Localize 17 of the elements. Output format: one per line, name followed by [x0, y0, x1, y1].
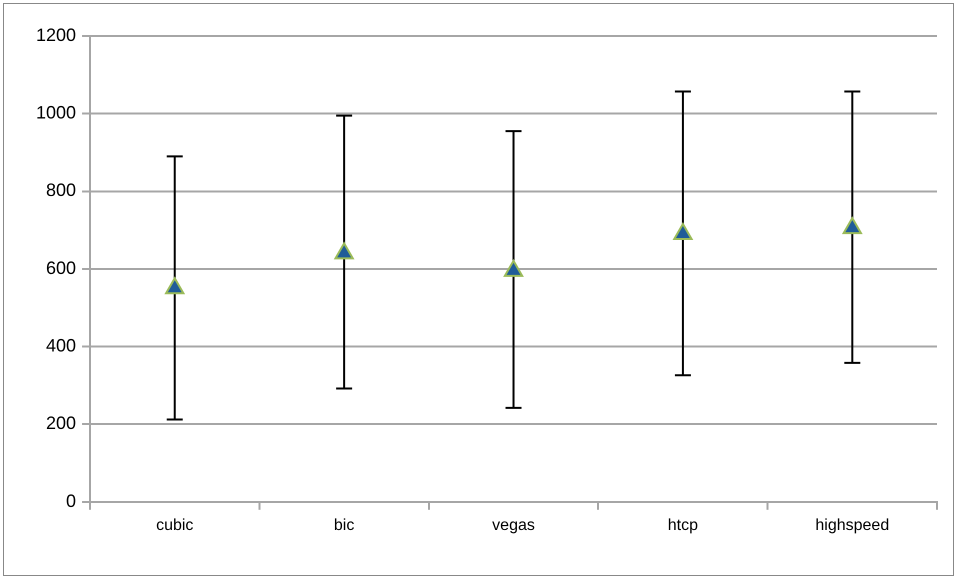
x-tick-label: htcp — [668, 516, 698, 534]
x-tick-label: highspeed — [815, 516, 890, 534]
y-tick-label: 200 — [46, 413, 76, 434]
y-tick-label: 1000 — [36, 102, 76, 123]
x-tick-label: cubic — [156, 516, 194, 534]
x-tick-label: vegas — [492, 516, 535, 534]
point — [165, 277, 184, 294]
y-tick-label: 800 — [46, 180, 76, 200]
y-tick-label: 0 — [66, 490, 76, 511]
y-tick-label: 600 — [46, 258, 76, 278]
point — [673, 222, 693, 240]
point — [334, 242, 354, 260]
y-tick-label: 1200 — [36, 24, 76, 45]
point — [504, 260, 524, 277]
y-tick-label: 400 — [46, 336, 76, 356]
point — [842, 217, 862, 234]
x-tick-label: bic — [334, 516, 354, 534]
